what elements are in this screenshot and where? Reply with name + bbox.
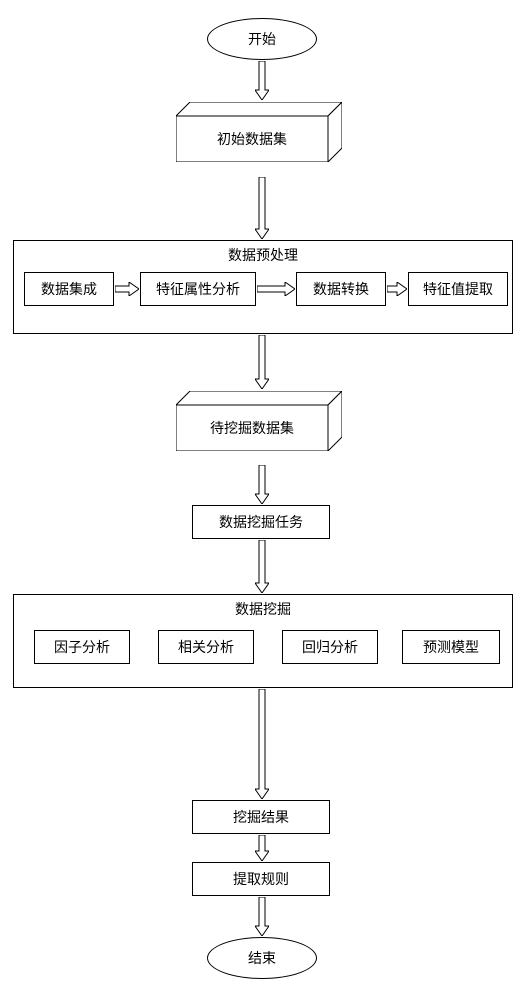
arrow-down-icon <box>255 61 269 105</box>
arrow-down-icon <box>255 689 269 804</box>
node-mineds-label: 待挖掘数据集 <box>176 405 328 451</box>
node-extract: 提取规则 <box>192 862 330 896</box>
node-mineds: 待挖掘数据集 <box>176 391 342 451</box>
node-start: 开始 <box>207 18 317 60</box>
node-end: 结束 <box>207 937 317 979</box>
container-prep-title: 数据预处理 <box>228 245 298 265</box>
container-mining-item: 因子分析 <box>34 630 130 664</box>
container-prep-item: 特征值提取 <box>408 272 508 306</box>
container-prep-item: 特征属性分析 <box>140 272 256 306</box>
container-mining-item: 预测模型 <box>402 630 500 664</box>
node-tasks: 数据挖掘任务 <box>192 505 330 539</box>
container-mining-item: 回归分析 <box>282 630 378 664</box>
arrow-right-icon <box>387 282 407 301</box>
node-initds-label: 初始数据集 <box>176 116 328 162</box>
arrow-right-icon <box>115 282 139 301</box>
arrow-down-icon <box>255 540 269 598</box>
arrow-down-icon <box>255 835 269 866</box>
container-prep-item: 数据集成 <box>24 272 114 306</box>
arrow-down-icon <box>255 335 269 394</box>
arrow-down-icon <box>255 465 269 509</box>
container-prep-item: 数据转换 <box>296 272 386 306</box>
arrow-down-icon <box>255 177 269 244</box>
container-mining-title: 数据挖掘 <box>235 599 291 619</box>
container-mining-item: 相关分析 <box>158 630 254 664</box>
arrow-down-icon <box>255 897 269 941</box>
node-initds: 初始数据集 <box>176 102 342 162</box>
arrow-right-icon <box>257 282 295 301</box>
node-result: 挖掘结果 <box>192 800 330 834</box>
